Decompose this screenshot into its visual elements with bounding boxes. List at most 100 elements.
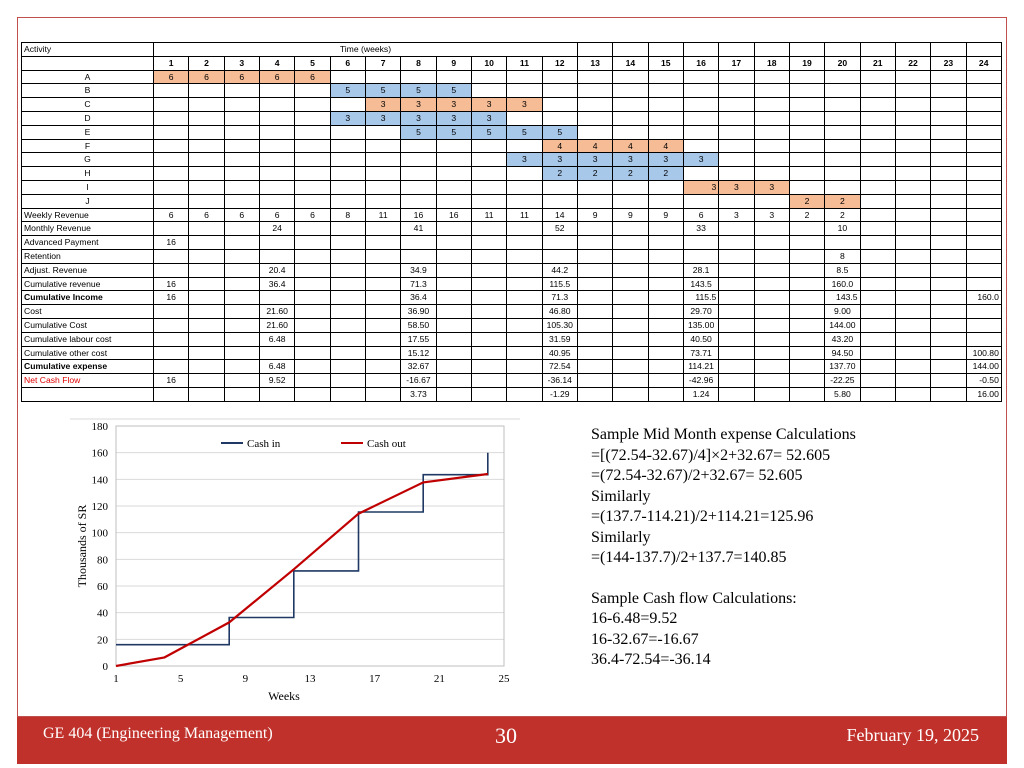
- presentation-date: February 19, 2025: [846, 725, 979, 745]
- value-cell: 40.95: [541, 345, 578, 361]
- value-cell: [612, 386, 649, 402]
- value-cell: [506, 235, 543, 250]
- activity-cell: [329, 97, 366, 112]
- value-cell: [859, 235, 896, 250]
- value-cell: [718, 331, 755, 347]
- value-cell: [329, 235, 366, 250]
- activity-cell: [223, 152, 260, 168]
- activity-cell: [894, 110, 932, 126]
- legend-label: Cash in: [247, 438, 281, 450]
- activity-cell: [258, 179, 296, 195]
- activity-cell: [541, 179, 578, 195]
- value-cell: [435, 331, 472, 347]
- activity-name: E: [21, 124, 154, 140]
- activity-cell: [824, 124, 861, 140]
- header-cell: [718, 42, 755, 57]
- activity-cell: [576, 97, 614, 112]
- activity-name: A: [21, 69, 154, 85]
- header-cell: [21, 55, 154, 71]
- value-cell: -1.29: [541, 386, 578, 402]
- value-cell: [930, 248, 967, 264]
- activity-cell: [576, 179, 614, 195]
- activity-cell: [188, 97, 225, 112]
- value-cell: [364, 262, 402, 278]
- value-cell: 32.67: [400, 359, 437, 375]
- value-cell: 43.20: [824, 331, 861, 347]
- x-axis-label: Weeks: [268, 689, 300, 703]
- activity-cell: [223, 110, 260, 126]
- value-cell: [894, 248, 932, 264]
- activity-cell: [223, 179, 260, 195]
- value-cell: [435, 373, 472, 388]
- value-cell: [188, 235, 225, 250]
- activity-cell: [894, 138, 932, 154]
- value-cell: [435, 304, 472, 319]
- week-number-row: 1 2 3 4 5 6 7 8 9 10 11 12 13 14 15 16 17 18 19 20 21 22 23 24: [21, 55, 1002, 71]
- summary-row: Cumulative expense 6.48 32.67 72.54 114.21 13…: [21, 359, 1002, 375]
- activity-name: I: [21, 179, 154, 195]
- value-cell: [647, 373, 684, 388]
- value-cell: 11: [506, 207, 543, 223]
- value-cell: 6: [188, 207, 225, 223]
- value-cell: [576, 235, 614, 250]
- value-cell: [364, 235, 402, 250]
- value-cell: [718, 290, 755, 306]
- value-cell: 100.80: [965, 345, 1002, 361]
- activity-cell: [294, 166, 331, 181]
- value-cell: [612, 235, 649, 250]
- value-cell: 144.00: [965, 359, 1002, 375]
- activity-cell: [612, 124, 649, 140]
- row-label: Cumulative expense: [21, 359, 154, 375]
- activity-cell: [788, 124, 826, 140]
- value-cell: [647, 248, 684, 264]
- value-cell: [753, 262, 790, 278]
- activity-cell: [647, 124, 684, 140]
- value-cell: [930, 235, 967, 250]
- week-number: 15: [647, 55, 684, 71]
- value-cell: [435, 262, 472, 278]
- summary-row: Cumulative labour cost 6.48 17.55 31.59 40.5…: [21, 331, 1002, 347]
- value-cell: [329, 359, 366, 375]
- activity-cell: [824, 83, 861, 99]
- value-cell: [788, 373, 826, 388]
- value-cell: [965, 221, 1002, 237]
- value-cell: [718, 248, 755, 264]
- activity-cell: [400, 166, 437, 181]
- header-cell: [753, 42, 790, 57]
- value-cell: -42.96: [682, 373, 720, 388]
- activity-cell: [506, 110, 543, 126]
- activity-cell: [400, 69, 437, 85]
- activity-cell: [506, 166, 543, 181]
- value-cell: 8: [329, 207, 366, 223]
- value-cell: [294, 235, 331, 250]
- activity-cell: [364, 138, 402, 154]
- value-cell: [506, 345, 543, 361]
- value-cell: [576, 262, 614, 278]
- value-cell: 5.80: [824, 386, 861, 402]
- plot-area: [115, 425, 505, 667]
- activity-cell: [223, 97, 260, 112]
- activity-cell: [223, 193, 260, 209]
- value-cell: [753, 248, 790, 264]
- value-cell: [152, 304, 190, 319]
- note-line: Sample Mid Month expense Calculations: [591, 426, 856, 443]
- activity-cell: 3: [506, 152, 543, 168]
- value-cell: [364, 304, 402, 319]
- week-number: 17: [718, 55, 755, 71]
- summary-row: Cumulative revenue 16 36.4 71.3 115.5 143.5 16…: [21, 276, 1002, 292]
- header-cell: [788, 42, 826, 57]
- time-weeks-header: Time (weeks): [153, 42, 578, 57]
- activity-cell: [364, 166, 402, 181]
- activity-cell: [470, 138, 508, 154]
- activity-cell: [682, 138, 720, 154]
- activity-cell: [824, 97, 861, 112]
- activity-cell: [294, 124, 331, 140]
- activity-cell: [965, 193, 1002, 209]
- value-cell: [965, 262, 1002, 278]
- calculation-notes: Sample Mid Month expense Calculations =[(…: [591, 425, 991, 671]
- activity-cell: [718, 193, 755, 209]
- value-cell: [258, 235, 296, 250]
- activity-cell: [541, 110, 578, 126]
